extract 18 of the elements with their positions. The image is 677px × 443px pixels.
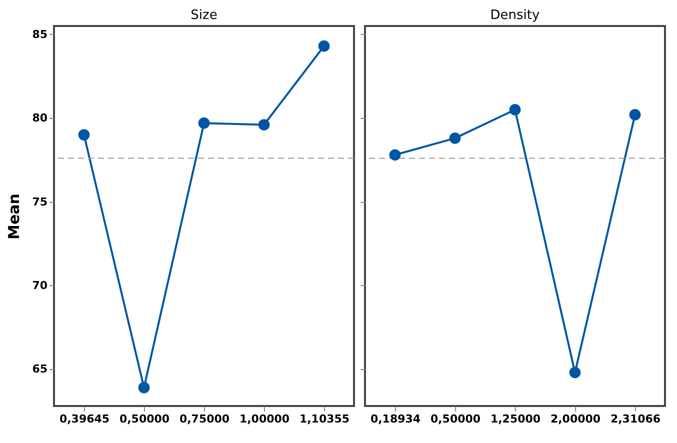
y-tick-label: 70 xyxy=(32,278,48,292)
x-tick-label: 0,75000 xyxy=(179,412,230,426)
y-tick-label: 85 xyxy=(32,28,48,41)
x-tick-label: 0,50000 xyxy=(430,412,481,426)
y-tick-label: 75 xyxy=(32,195,48,208)
chart-title: Density xyxy=(490,8,540,23)
x-tick-label: 2,00000 xyxy=(550,412,601,426)
x-tick-label: 1,00000 xyxy=(239,412,290,426)
x-tick-label: 0,50000 xyxy=(119,412,170,426)
chart-title: Size xyxy=(190,8,218,23)
y-tick-label: 80 xyxy=(32,112,48,125)
x-tick-label: 1,25000 xyxy=(490,412,541,426)
x-tick-label: 0,39645 xyxy=(59,412,110,426)
y-axis-title: Mean xyxy=(5,194,24,240)
x-tick-label: 0,18934 xyxy=(370,412,421,426)
x-tick-label: 2,31066 xyxy=(610,412,661,426)
y-tick-label: 65 xyxy=(32,362,48,376)
x-tick-label: 1,10355 xyxy=(299,412,350,426)
